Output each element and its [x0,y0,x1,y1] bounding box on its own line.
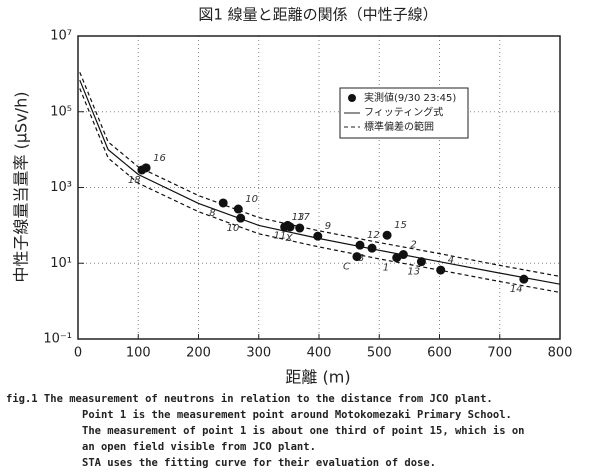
fit-curve [79,79,561,285]
point-label: 14 [510,284,523,295]
plot-frame [77,35,561,340]
data-point [218,198,228,208]
x-axis-label: 距離 (m) [285,368,350,387]
x-tick-label: 800 [548,346,573,361]
point-label: 12 [367,230,380,241]
x-tick-label: 200 [186,346,211,361]
data-point [236,213,246,223]
point-label: 4 [448,255,454,266]
data-point [295,223,305,233]
data-point [416,257,426,267]
caption-line: STA uses the fitting curve for their eva… [82,457,436,469]
point-label: 9 [325,221,331,232]
data-point [382,230,392,240]
point-label: 16 [153,153,166,164]
chart-title: 図1 線量と距離の関係（中性子線） [198,6,437,24]
x-tick-label: 0 [74,346,82,361]
data-point [355,240,365,250]
legend-box [339,87,469,139]
x-tick-label: 700 [487,346,512,361]
point-label: 13 [292,212,305,223]
data-point [313,231,323,241]
point-label: C [343,262,350,273]
legend-marker [348,94,356,102]
point-label: 15 [394,220,407,231]
data-point [141,163,151,173]
data-point [367,243,377,253]
point-label: 18 [128,175,141,186]
x-tick-label: 400 [307,346,332,361]
point-label: 13 [407,267,420,278]
data-point [398,250,408,260]
legend-label: フィッティング式 [364,106,443,119]
point-label: 10 [227,223,240,234]
x-tick-label: 500 [367,346,392,361]
caption-line: The measurement of point 1 is about one … [82,425,525,437]
point-label: 1 [383,263,389,274]
sd-lower [79,88,561,293]
y-tick-label: 10¹ [50,256,72,271]
y-tick-label: 10⁵ [50,104,72,119]
point-label: 2 [410,240,416,251]
caption-line: Point 1 is the measurement point around … [82,409,512,421]
point-label: 3 [358,253,364,264]
legend-label: 実測値(9/30 23:45) [364,91,456,104]
x-tick-label: 100 [126,346,151,361]
point-label: X [285,233,294,244]
y-axis-label: 中性子線量当量率 (μSv/h) [12,92,31,283]
y-tick-label: 10⁷ [50,29,72,44]
point-label: 11 [274,230,287,241]
data-point [519,274,529,284]
y-tick-label: 10⁻¹ [43,332,72,347]
caption-line: an open field visible from JCO plant. [82,441,316,453]
data-point [352,252,362,262]
data-point [285,222,295,232]
point-label: 17 [297,212,310,223]
caption-line: fig.1 The measurement of neutrons in rel… [6,393,493,405]
x-tick-label: 600 [427,346,452,361]
y-tick-label: 10³ [50,180,72,195]
point-label: 8 [209,208,215,219]
data-point [233,204,243,214]
data-point [436,265,446,275]
legend-label: 標準偏差の範囲 [364,120,434,133]
point-label: 10 [245,194,258,205]
x-tick-label: 300 [246,346,271,361]
